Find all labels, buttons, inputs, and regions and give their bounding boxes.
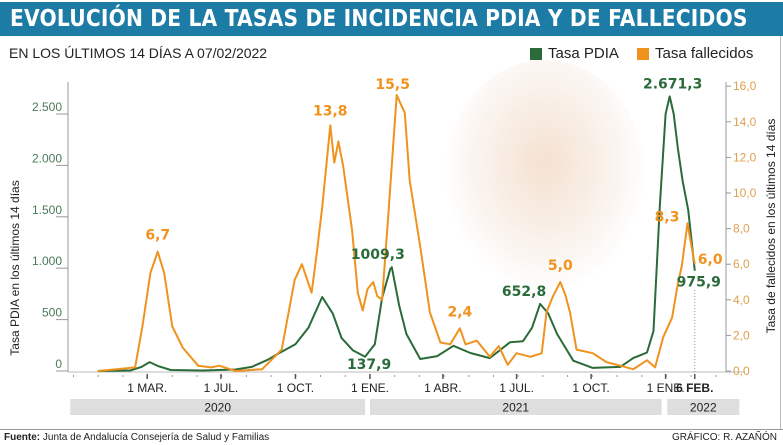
x-axis-tick-label: 1 MAR. — [127, 381, 167, 395]
source-text: Junta de Andalucía Consejería de Salud y… — [42, 432, 270, 443]
data-label-pdia: 652,8 — [502, 284, 546, 300]
data-label-fallecidos: 5,0 — [548, 258, 573, 274]
right-axis-title: Tasa de fallecidos en los últimos 14 día… — [764, 119, 778, 334]
right-axis-tick-label: 8,0 — [733, 222, 750, 236]
footer-divider — [0, 429, 783, 430]
x-axis-tick-label: 1 OCT. — [277, 381, 314, 395]
x-axis-tick-label: 6 FEB. — [676, 381, 713, 395]
right-axis-tick-label: 0,0 — [733, 364, 750, 378]
source-label: Fuente: — [4, 432, 41, 443]
data-label-fallecidos: 15,5 — [375, 77, 410, 93]
x-axis-tick-label: 1 ABR. — [424, 381, 461, 395]
left-axis-title: Tasa PDIA en los últimos 14 días — [8, 180, 22, 355]
right-axis-tick-label: 14,0 — [733, 115, 757, 129]
right-axis-tick-label: 16,0 — [733, 79, 757, 93]
legend-item-fallecidos: Tasa fallecidos — [637, 45, 753, 62]
left-axis-tick-label: 1.500 — [32, 203, 62, 217]
right-axis-tick-label: 10,0 — [733, 186, 757, 200]
antigen-test-hand-photo — [445, 60, 645, 290]
year-band — [70, 399, 366, 415]
chart-title: EVOLUCIÓN DE LA TASAS DE INCIDENCIA PDIA… — [10, 6, 748, 32]
right-axis-tick-label: 4,0 — [733, 293, 750, 307]
x-axis-tick-label: 1 ENE. — [351, 381, 389, 395]
data-label-fallecidos: 8,3 — [655, 209, 680, 225]
data-label-fallecidos: 6,0 — [698, 252, 723, 268]
year-band-label: 2021 — [502, 401, 529, 415]
x-axis-tick-label: 1 OCT. — [572, 381, 609, 395]
data-label-fallecidos: 13,8 — [313, 103, 348, 119]
graphic-credit: GRÁFICO: R. AZAÑÓN — [671, 432, 777, 443]
left-axis-tick-label: 1.000 — [32, 254, 62, 268]
data-label-pdia: 2.671,3 — [643, 76, 702, 92]
year-band-label: 2020 — [204, 401, 231, 415]
chart-subtitle: EN LOS ÚLTIMOS 14 DÍAS A 07/02/2022 — [9, 45, 268, 61]
left-axis-tick-label: 2.500 — [32, 100, 62, 114]
series-line-fallecidos — [97, 94, 696, 372]
frame-border — [780, 36, 781, 430]
title-band: EVOLUCIÓN DE LA TASAS DE INCIDENCIA PDIA… — [0, 2, 783, 36]
series-line-pdia — [97, 95, 696, 372]
x-axis-tick-label: 1 JUL. — [204, 381, 239, 395]
left-axis-tick-label: 500 — [42, 306, 62, 320]
year-band-label: 2022 — [690, 401, 717, 415]
source-note: Fuente: Junta de Andalucía Consejería de… — [4, 432, 269, 443]
left-axis-tick-label: 0 — [55, 357, 62, 371]
legend-swatch-pdia — [530, 47, 542, 60]
x-axis-tick-label: 1 JUL. — [499, 381, 534, 395]
data-label-pdia: 137,9 — [347, 357, 391, 373]
year-band — [369, 399, 662, 415]
legend-label-pdia: Tasa PDIA — [548, 45, 619, 62]
legend-swatch-fallecidos — [637, 47, 649, 60]
left-axis-tick-label: 2.000 — [32, 151, 62, 165]
right-axis-tick-label: 2,0 — [733, 328, 750, 342]
right-axis-tick-label: 6,0 — [733, 257, 750, 271]
x-axis-tick-label: 1 ENE. — [647, 381, 685, 395]
legend-item-pdia: Tasa PDIA — [530, 45, 619, 62]
right-axis-tick-label: 12,0 — [733, 150, 757, 164]
data-label-pdia: 1009,3 — [351, 247, 405, 263]
legend-label-fallecidos: Tasa fallecidos — [655, 45, 754, 62]
data-label-fallecidos: 6,7 — [145, 228, 170, 244]
data-label-fallecidos: 2,4 — [447, 304, 472, 320]
year-band — [667, 399, 740, 415]
data-label-pdia: 975,9 — [677, 275, 721, 291]
